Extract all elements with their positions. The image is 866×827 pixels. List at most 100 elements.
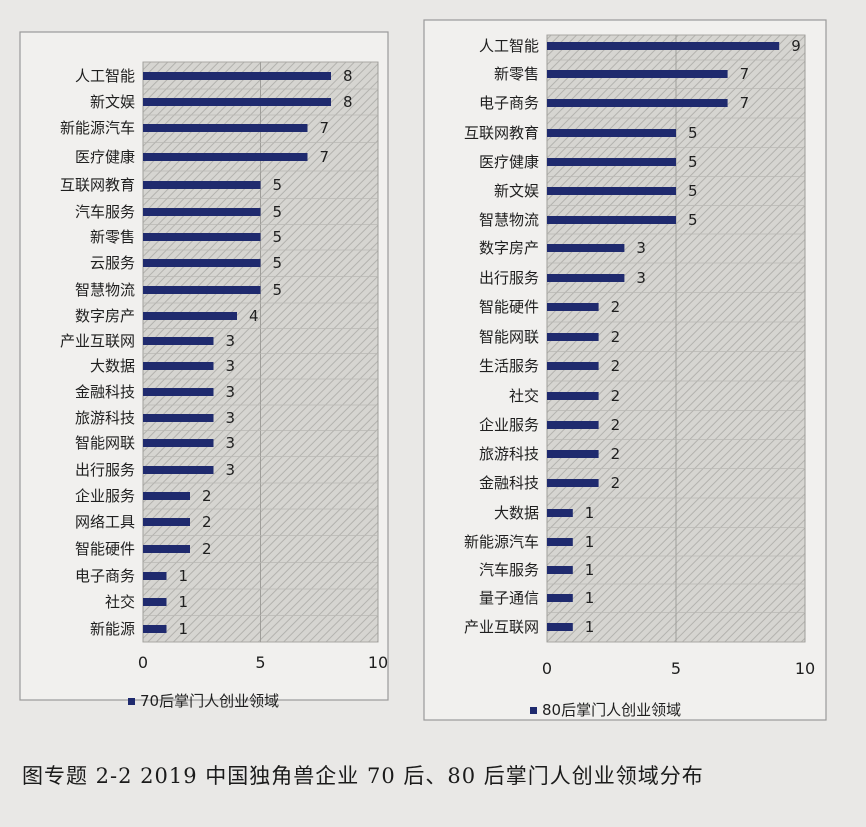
category-label: 大数据 bbox=[494, 504, 539, 522]
category-label: 产业互联网 bbox=[60, 332, 135, 350]
category-label: 互联网教育 bbox=[464, 124, 539, 142]
data-label: 5 bbox=[273, 176, 283, 194]
category-label: 智能硬件 bbox=[479, 298, 539, 316]
bar bbox=[143, 259, 261, 267]
category-label: 社交 bbox=[509, 387, 539, 405]
data-label: 3 bbox=[226, 357, 236, 375]
bar bbox=[547, 421, 599, 429]
bar bbox=[547, 509, 573, 517]
bar bbox=[143, 625, 167, 633]
bar bbox=[143, 181, 261, 189]
category-label: 新文娱 bbox=[90, 93, 135, 111]
category-label: 旅游科技 bbox=[479, 445, 539, 463]
data-label: 2 bbox=[611, 387, 621, 405]
category-label: 新文娱 bbox=[494, 182, 539, 200]
data-label: 5 bbox=[688, 153, 698, 171]
bar bbox=[143, 518, 190, 526]
bar bbox=[547, 450, 599, 458]
legend-swatch bbox=[128, 698, 135, 705]
category-label: 产业互联网 bbox=[464, 618, 539, 636]
category-label: 大数据 bbox=[90, 357, 135, 375]
data-label: 1 bbox=[585, 618, 595, 636]
data-label: 3 bbox=[636, 239, 646, 257]
data-label: 2 bbox=[611, 416, 621, 434]
data-label: 7 bbox=[320, 148, 330, 166]
category-label: 云服务 bbox=[90, 254, 135, 272]
x-tick-label: 0 bbox=[542, 659, 552, 678]
category-label: 医疗健康 bbox=[75, 148, 135, 166]
data-label: 1 bbox=[585, 589, 595, 607]
data-label: 5 bbox=[273, 228, 283, 246]
data-label: 8 bbox=[343, 67, 353, 85]
category-label: 新能源汽车 bbox=[464, 533, 539, 551]
bar bbox=[547, 274, 625, 282]
category-label: 电子商务 bbox=[479, 94, 539, 112]
data-label: 1 bbox=[179, 620, 189, 638]
bar bbox=[143, 312, 237, 320]
category-label: 企业服务 bbox=[75, 487, 135, 505]
category-label: 医疗健康 bbox=[479, 153, 539, 171]
legend-label: 80后掌门人创业领域 bbox=[542, 701, 681, 719]
bar bbox=[547, 623, 573, 631]
data-label: 7 bbox=[740, 65, 750, 83]
category-label: 互联网教育 bbox=[60, 176, 135, 194]
data-label: 5 bbox=[688, 124, 698, 142]
bar bbox=[143, 545, 190, 553]
data-label: 1 bbox=[585, 504, 595, 522]
category-label: 智能网联 bbox=[479, 328, 539, 346]
category-label: 旅游科技 bbox=[75, 409, 135, 427]
bar bbox=[143, 208, 261, 216]
data-label: 5 bbox=[273, 203, 283, 221]
category-label: 数字房产 bbox=[75, 307, 135, 325]
bar bbox=[547, 392, 599, 400]
data-label: 2 bbox=[611, 328, 621, 346]
bar bbox=[547, 129, 676, 137]
bar bbox=[547, 566, 573, 574]
data-label: 1 bbox=[179, 567, 189, 585]
category-label: 汽车服务 bbox=[75, 203, 135, 221]
x-tick-label: 10 bbox=[368, 653, 388, 672]
data-label: 1 bbox=[585, 561, 595, 579]
bar bbox=[143, 492, 190, 500]
bar bbox=[547, 303, 599, 311]
bar bbox=[143, 388, 214, 396]
data-label: 4 bbox=[249, 307, 259, 325]
bar bbox=[143, 233, 261, 241]
bar bbox=[547, 187, 676, 195]
x-tick-label: 0 bbox=[138, 653, 148, 672]
category-label: 人工智能 bbox=[479, 37, 539, 55]
data-label: 5 bbox=[273, 254, 283, 272]
category-label: 智慧物流 bbox=[479, 211, 539, 229]
category-label: 网络工具 bbox=[75, 513, 135, 531]
bar bbox=[547, 158, 676, 166]
category-label: 汽车服务 bbox=[479, 561, 539, 579]
data-label: 5 bbox=[688, 182, 698, 200]
category-label: 新零售 bbox=[90, 228, 135, 246]
data-label: 3 bbox=[226, 383, 236, 401]
category-label: 数字房产 bbox=[479, 239, 539, 257]
bar bbox=[547, 538, 573, 546]
category-label: 新零售 bbox=[494, 65, 539, 83]
bar bbox=[143, 286, 261, 294]
bar bbox=[143, 124, 308, 132]
bar bbox=[547, 479, 599, 487]
data-label: 7 bbox=[320, 119, 330, 137]
data-label: 3 bbox=[636, 269, 646, 287]
legend-swatch bbox=[530, 707, 537, 714]
bar bbox=[143, 439, 214, 447]
bar bbox=[143, 362, 214, 370]
x-tick-label: 5 bbox=[255, 653, 265, 672]
category-label: 社交 bbox=[105, 593, 135, 611]
category-label: 金融科技 bbox=[479, 474, 539, 492]
data-label: 3 bbox=[226, 409, 236, 427]
bar bbox=[143, 72, 331, 80]
data-label: 2 bbox=[202, 513, 212, 531]
data-label: 3 bbox=[226, 434, 236, 452]
category-label: 新能源 bbox=[90, 620, 135, 638]
legend-label: 70后掌门人创业领域 bbox=[140, 692, 279, 710]
bar bbox=[547, 244, 625, 252]
data-label: 2 bbox=[202, 540, 212, 558]
bar bbox=[547, 594, 573, 602]
x-tick-label: 5 bbox=[671, 659, 681, 678]
